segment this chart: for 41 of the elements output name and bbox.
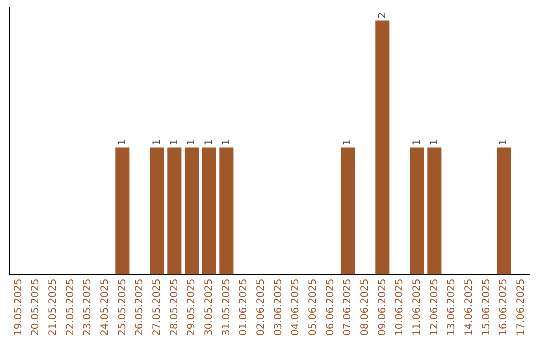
x-tick-label: 21.05.2025	[48, 278, 59, 336]
data-label: 1	[429, 139, 440, 146]
data-label: 1	[169, 139, 180, 146]
x-tick-label: 02.06.2025	[256, 278, 267, 336]
x-tick-label: 30.05.2025	[204, 278, 215, 336]
x-tick-label: 01.06.2025	[238, 278, 250, 336]
x-tick-label: 31.05.2025	[221, 278, 232, 336]
data-label: 2	[377, 12, 388, 19]
x-tick-label: 28.05.2025	[169, 278, 180, 336]
data-label: 1	[117, 139, 128, 146]
x-tick-label: 19.05.2025	[13, 278, 24, 336]
x-tick-label: 10.06.2025	[394, 278, 406, 336]
x-tick-label: 07.06.2025	[342, 278, 354, 336]
data-label: 1	[498, 139, 510, 146]
x-tick-label: 05.06.2025	[308, 278, 319, 336]
x-tick-label: 11.06.2025	[412, 278, 423, 336]
x-tick-label: 08.06.2025	[360, 278, 371, 336]
x-tick-label: 16.06.2025	[498, 278, 510, 336]
data-label: 1	[204, 139, 215, 146]
x-tick-label: 06.06.2025	[325, 278, 336, 336]
x-tick-label: 14.06.2025	[464, 278, 475, 336]
x-tick-label: 20.05.2025	[30, 278, 42, 336]
x-tick-label: 27.05.2025	[152, 278, 163, 336]
x-tick-label: 13.06.2025	[446, 278, 458, 336]
x-tick-label: 26.05.2025	[134, 278, 146, 336]
x-tick-label: 25.05.2025	[117, 278, 128, 336]
x-tick-label: 24.05.2025	[100, 278, 111, 336]
data-label: 1	[342, 139, 354, 146]
x-tick-label: 22.05.2025	[65, 278, 76, 336]
x-tick-label: 04.06.2025	[290, 278, 302, 336]
x-tick-label: 23.05.2025	[82, 278, 94, 336]
x-tick-label: 15.06.2025	[481, 278, 492, 336]
data-label: 1	[152, 139, 163, 146]
x-tick-label: 09.06.2025	[377, 278, 388, 336]
x-tick-label: 29.05.2025	[186, 278, 198, 336]
data-label: 1	[186, 139, 198, 146]
data-label: 1	[221, 139, 232, 146]
x-tick-label: 12.06.2025	[429, 278, 440, 336]
x-tick-label: 17.06.2025	[516, 278, 527, 336]
x-tick-label: 03.06.2025	[273, 278, 284, 336]
data-label: 1	[412, 139, 423, 146]
